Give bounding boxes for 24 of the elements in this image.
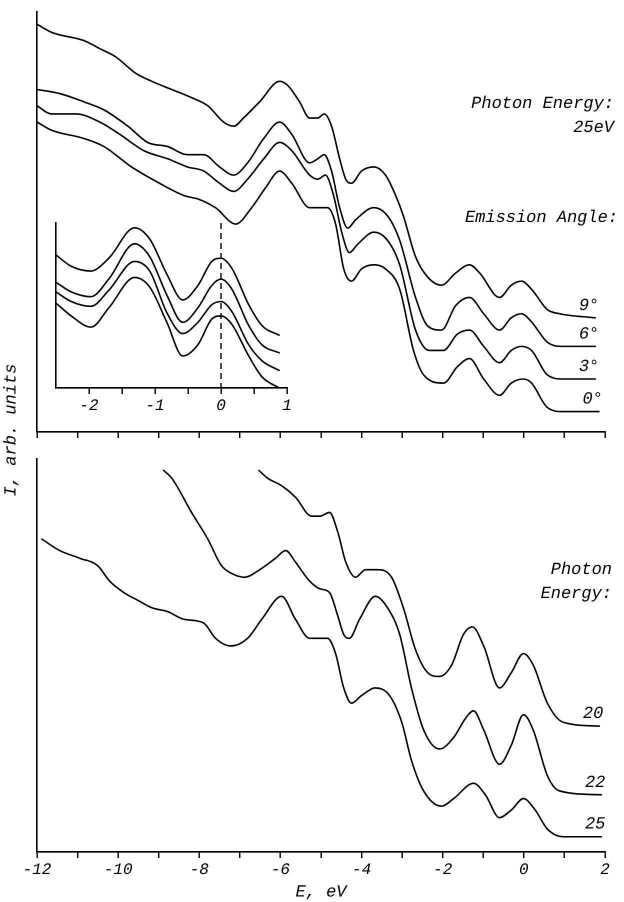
x-tick-label: 2 — [600, 860, 610, 879]
x-tick-label: -2 — [433, 860, 453, 879]
x-tick-label: 0 — [519, 860, 530, 879]
series-label: 0° — [582, 390, 603, 410]
annotation: Photon Energy: 25eV — [471, 95, 616, 138]
x-tick-label: -8 — [190, 860, 210, 879]
x-tick-label: -10 — [104, 860, 133, 879]
annotation: Photon Energy: — [540, 561, 612, 604]
x-tick-label: -1 — [145, 396, 165, 415]
series-label: 20 — [582, 705, 604, 724]
x-tick-label: -2 — [79, 396, 99, 415]
x-tick-label: -6 — [270, 860, 290, 879]
series-label: 6° — [578, 325, 600, 344]
y-axis-title: I, arb. units — [2, 364, 22, 496]
annotation: Emission Angle: — [464, 209, 618, 228]
x-tick-label: 0 — [216, 396, 226, 415]
x-tick-label: 1 — [282, 396, 292, 415]
x-tick-label: -4 — [352, 860, 372, 879]
series-label: 25 — [584, 816, 606, 835]
x-axis-title: E, eV — [295, 883, 348, 902]
x-tick-label: -12 — [22, 860, 52, 879]
series-label: 3° — [578, 358, 600, 377]
series-label: 9° — [578, 296, 600, 316]
series-label: 22 — [584, 774, 606, 793]
